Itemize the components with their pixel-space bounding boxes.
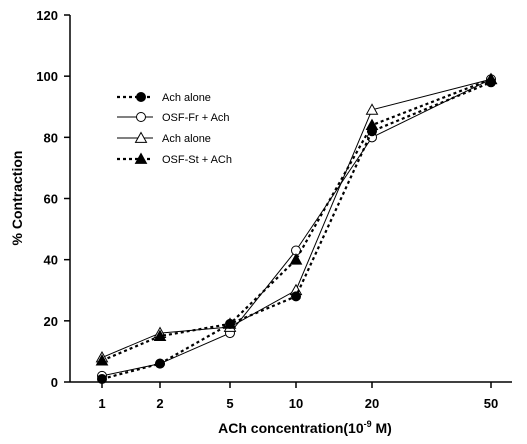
data-point	[365, 118, 379, 130]
series-4	[95, 72, 498, 366]
data-point	[365, 103, 379, 115]
y-tick-label: 100	[36, 69, 58, 84]
y-ticks: 0 20 40 60 80 100 120	[36, 8, 70, 390]
x-ticks: 1 2 5 10 20 50	[98, 382, 498, 411]
legend-marker	[136, 112, 146, 122]
legend: Ach alone OSF-Fr + Ach Ach alone OSF-St + A…	[117, 92, 232, 166]
x-tick-label: 2	[156, 396, 163, 411]
series-line	[101, 78, 492, 358]
data-point	[97, 373, 107, 384]
x-tick-label: 20	[365, 396, 379, 411]
data-point	[289, 253, 303, 265]
x-tick-label: 1	[98, 396, 105, 411]
y-tick-label: 80	[44, 130, 58, 145]
axes	[69, 15, 512, 383]
x-axis-title-main: ACh concentration(10	[218, 420, 364, 436]
data-point	[155, 358, 165, 369]
y-axis-title: % Contraction	[9, 151, 25, 246]
x-axis-title-suffix: M)	[372, 420, 392, 436]
y-tick-label: 40	[44, 253, 58, 268]
x-axis-title-superscript: -9	[364, 419, 372, 429]
legend-marker	[134, 131, 148, 143]
legend-marker	[134, 152, 148, 164]
x-tick-label: 5	[226, 396, 233, 411]
series-layer	[95, 72, 498, 384]
series-3	[95, 72, 498, 363]
data-point	[95, 354, 109, 366]
x-tick-label: 10	[289, 396, 303, 411]
y-tick-label: 20	[44, 314, 58, 329]
y-tick-label: 0	[51, 375, 58, 390]
series-line	[101, 81, 492, 381]
legend-label: OSF-St + ACh	[162, 154, 232, 166]
y-tick-label: 120	[36, 8, 58, 23]
data-point	[153, 329, 167, 342]
data-point	[291, 291, 301, 302]
x-axis-title: ACh concentration(10-9 M)	[218, 419, 392, 436]
x-tick-label: 50	[484, 396, 498, 411]
legend-label: Ach alone	[162, 133, 211, 145]
data-point	[223, 317, 237, 329]
series-line	[101, 78, 492, 362]
data-point	[484, 72, 498, 85]
legend-label: OSF-Fr + Ach	[162, 112, 230, 124]
legend-marker	[136, 92, 146, 102]
y-tick-label: 60	[44, 192, 58, 207]
legend-label: Ach alone	[162, 92, 211, 104]
